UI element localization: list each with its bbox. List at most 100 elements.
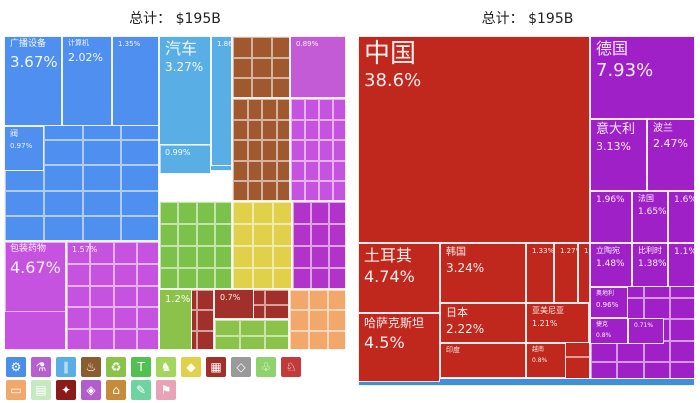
origin-cell-16[interactable]: 1.6% (668, 191, 695, 243)
product-cell-3[interactable]: 阀 0.97% (4, 126, 44, 171)
treemap-subcell (293, 246, 311, 268)
origin-cell-20[interactable]: 奥地利 0.96% (590, 287, 628, 318)
treemap-subcell (276, 140, 289, 161)
origin-cell-11[interactable]: 德国 7.93% (590, 36, 695, 119)
treemap-subcell (273, 202, 291, 224)
treemap-subcell (328, 290, 345, 311)
treemap-subcell (291, 181, 305, 200)
origin-cell-5[interactable]: 亚美尼亚 1.21% (526, 303, 589, 343)
instruments-icon[interactable]: ♨ (81, 357, 101, 377)
product-cell-11[interactable]: 0.7% (214, 289, 254, 319)
origin-cell-17[interactable]: 立陶宛 1.48% (590, 243, 632, 287)
origin-cell-14[interactable]: 1.96% (590, 191, 632, 243)
treemap-subcell (293, 224, 311, 246)
foodstuffs-icon[interactable]: ◆ (181, 357, 201, 377)
treemap-subcell (160, 246, 179, 268)
treemap-cell-value: 3.67% (10, 53, 58, 71)
treemap-subcell (247, 99, 262, 120)
treemap-subcell (214, 246, 231, 268)
origin-cell-12[interactable]: 意大利 3.13% (590, 119, 647, 191)
origin-cell-0[interactable]: 中国 38.6% (358, 36, 590, 243)
origin-cell-19[interactable]: 1.1% (668, 243, 695, 287)
treemap-subcell (309, 330, 328, 349)
product-cell-10[interactable]: 1.2% (159, 289, 192, 350)
product-cell-9[interactable]: 1.57% (66, 241, 159, 350)
treemap-subcell (293, 202, 311, 224)
treemap-subcell (196, 246, 215, 268)
origins-total-title: 总计： $195B (481, 11, 574, 27)
treemap-cell-label: 广播设备 (10, 39, 47, 49)
footwear-icon[interactable]: ♞ (156, 357, 176, 377)
animal-products-icon[interactable]: ♘ (281, 357, 301, 377)
origin-cell-21[interactable]: 捷克 0.8% (590, 318, 628, 344)
wood-icon[interactable]: ⌂ (106, 380, 126, 400)
origin-cell-8[interactable]: 1.22% (578, 243, 590, 303)
product-cell-5[interactable]: 1.86% (211, 36, 232, 166)
treemap-subcell (136, 307, 158, 330)
origin-cell-7[interactable]: 1.27% (554, 243, 578, 303)
treemap-subcell (305, 119, 319, 141)
origin-cell-1[interactable]: 土耳其 4.74% (358, 243, 440, 313)
treemap-subcell (113, 307, 137, 330)
origin-cell-3[interactable]: 韩国 3.24% (440, 243, 526, 303)
product-cell-7[interactable]: 0.89% (290, 36, 346, 98)
origin-cell-6[interactable]: 1.33% (526, 243, 554, 303)
product-cell-2[interactable]: 1.35% (112, 36, 159, 126)
treemap-subcell (253, 224, 273, 246)
origin-cell-22[interactable]: 0.71% (628, 318, 664, 344)
treemap-subcell (90, 285, 114, 308)
precious-icon[interactable]: ◈ (81, 380, 101, 400)
treemap-subcell (262, 181, 277, 200)
art-icon[interactable]: ⚑ (156, 380, 176, 400)
treemap-subcell (82, 216, 122, 240)
treemap-subcell (160, 145, 210, 173)
treemap-subcell (90, 329, 114, 349)
treemap-subcell (233, 224, 253, 246)
treemap-subcell (43, 190, 83, 217)
treemap-subcell (82, 165, 122, 191)
machines-icon[interactable]: ⚙ (6, 357, 26, 377)
origin-cell-10[interactable]: 越南 0.8% (526, 343, 566, 378)
product-cell-1[interactable]: 计算机 2.02% (62, 36, 112, 126)
origin-cell-18[interactable]: 比利时 1.38% (632, 243, 668, 287)
chemicals-icon[interactable]: ⚗ (31, 357, 51, 377)
origin-cell-15[interactable]: 法国 1.65% (632, 191, 668, 243)
minerals-icon[interactable]: ◇ (231, 357, 251, 377)
treemap-subcell (253, 268, 273, 288)
treemap-cell-label: 奥地利 (596, 290, 615, 297)
treemap-subcell (233, 246, 253, 268)
transportation-icon[interactable]: ∥ (56, 357, 76, 377)
treemap-cell-value: 1.96% (596, 195, 625, 205)
treemap-cell-label: 印度 (446, 346, 460, 354)
treemap-filler (214, 319, 289, 350)
treemap-cell-value: 7.93% (596, 60, 654, 81)
treemap-subcell (67, 242, 91, 264)
treemap-filler (232, 201, 292, 289)
product-cell-8[interactable]: 包装药物 4.67% (4, 241, 66, 350)
origin-cell-13[interactable]: 波兰 2.47% (647, 119, 695, 191)
treemap-subcell (643, 361, 670, 381)
treemap-cell-value: 1.48% (596, 259, 625, 269)
product-cell-0[interactable]: 广播设备 3.67% (4, 36, 62, 126)
treemap-subcell (113, 285, 137, 308)
textiles-icon[interactable]: T (131, 357, 151, 377)
stone-icon[interactable]: ▭ (6, 380, 26, 400)
origin-cell-4[interactable]: 日本 2.22% (440, 303, 526, 343)
misc-icon[interactable]: ✎ (131, 380, 151, 400)
origin-cell-9[interactable]: 印度 (440, 343, 526, 378)
weapons-icon[interactable]: ✦ (56, 380, 76, 400)
metals-icon[interactable]: ▦ (206, 357, 226, 377)
treemap-subcell (233, 99, 248, 120)
treemap-cell-label: 亚美尼亚 (532, 306, 564, 315)
treemap-subcell (669, 361, 694, 381)
vegetable-icon[interactable]: ♧ (256, 357, 276, 377)
treemap-subcell (160, 268, 179, 288)
plastics-icon[interactable]: ♻ (106, 357, 126, 377)
origin-cell-2[interactable]: 哈萨克斯坦 4.5% (358, 313, 440, 382)
treemap-subcell (233, 202, 253, 224)
product-cell-6[interactable]: 0.99% (159, 144, 211, 174)
products-total-title: 总计： $195B (129, 11, 221, 27)
treemap-subcell (311, 224, 329, 246)
paper-icon[interactable]: ▤ (31, 380, 51, 400)
treemap-subcell (82, 190, 122, 217)
